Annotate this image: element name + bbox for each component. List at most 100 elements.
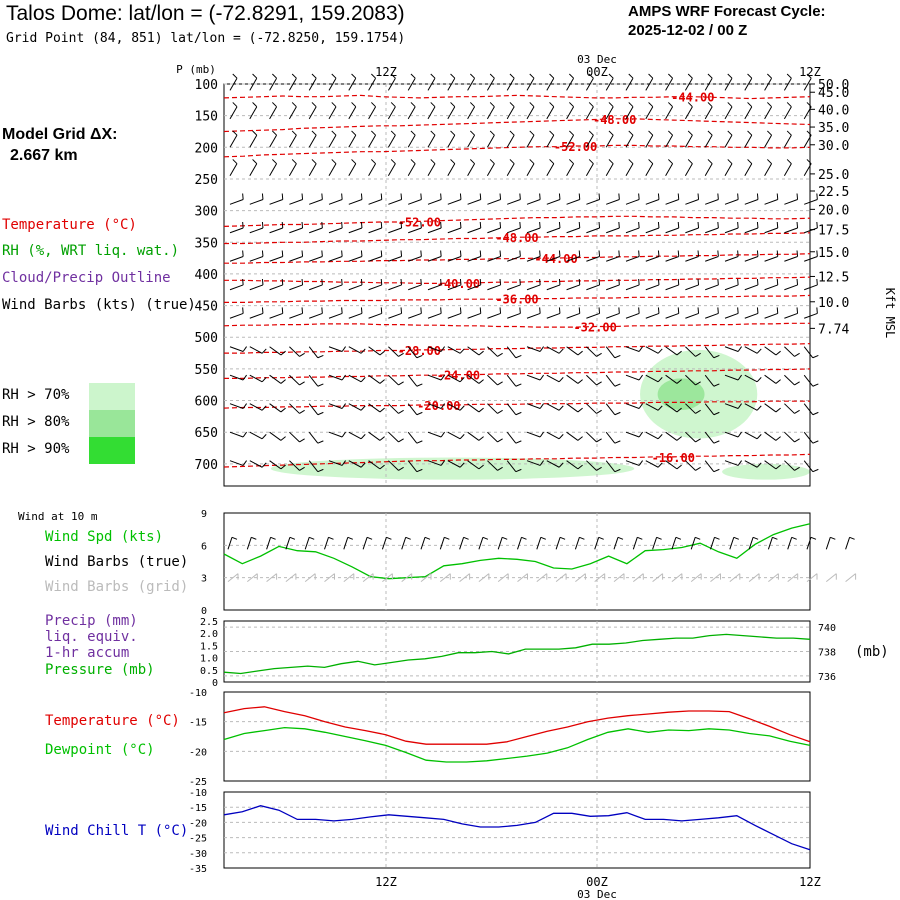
wind-barb-flag [459,221,462,229]
wind-barb-shaft [585,106,594,120]
wind-barb-shaft [269,460,282,470]
wind-barb-shaft [546,346,560,354]
wind-barb-shaft [724,227,739,234]
wind-barb-flag [529,159,535,165]
wind-barb-shaft [387,77,396,91]
wind-barb-flag [577,464,583,470]
wind-barb-shaft [368,346,381,356]
wind-barb-shaft [546,403,560,411]
wind-barb-flag [232,159,238,165]
wind-barb-flag [796,193,799,200]
wind-barb-flag [529,130,535,136]
wind-barb-flag [242,278,244,286]
wind-barb-shaft [447,134,456,148]
wind-barb-flag [379,379,385,384]
wind-barb-shaft [803,134,812,148]
pressure-tick-label: 200 [195,141,218,156]
wind-barb-shaft [684,163,693,177]
wind-barb-shaft [685,403,696,414]
wind-barb-shaft [803,77,812,91]
wind-barb-shaft [526,134,535,148]
wind-barb-flag [614,468,621,473]
wind-barb-shaft [408,284,422,291]
wind-barb-flag [380,250,383,257]
wind-barb-shaft [467,256,481,262]
wind-barb-flag [440,403,446,409]
wind-barb-flag [440,221,442,229]
sfc-barb-flag [231,536,238,540]
wind-barb-flag [360,307,363,314]
grid-barb [304,573,316,583]
wind-barb-flag [549,73,555,79]
grid-barb [690,573,702,583]
wind-barb-flag [737,278,739,286]
rh70-swatch [89,383,135,410]
wind-barb-shaft [229,256,244,262]
wind-barb-shaft [784,374,795,386]
wind-barb-flag [737,403,743,409]
wind-barb-flag [459,377,465,383]
windchill-line [223,805,811,851]
dewpoint-line [223,726,811,763]
wind-barb-flag [608,102,614,108]
wind-barb-shaft [289,284,303,291]
wind-barb-flag [430,102,436,108]
wind-barb-flag [577,407,583,413]
wind-barb-flag [440,374,446,381]
wind-barb-flag [272,73,277,79]
sfc-barb-flag [579,536,585,540]
wind-barb-flag [416,411,423,416]
wind-barb-flag [816,307,818,314]
wind-barb-flag [479,278,482,286]
wind-barb-flag [242,346,248,352]
wind-barb-flag [380,278,383,286]
grid-barb [439,573,451,583]
pressure-axis-label: P (mb) [176,63,216,76]
wind-barb-shaft [487,403,498,414]
grid-barb [768,573,779,583]
sfc-barb-flag [830,536,836,540]
wind-barb-shaft [387,134,396,148]
wind-barb-shaft [586,312,600,319]
wind-barb-shaft [289,431,300,443]
wind-barb-shaft [665,134,674,148]
wind-barb-shaft [269,163,278,177]
wind-barb-flag [410,159,416,165]
sfc-barb [343,537,349,550]
legend-dewpoint: Dewpoint (°C) [45,742,155,758]
wind-barb-shaft [606,199,620,205]
wind-barb-flag [398,438,404,443]
wind-barb-flag [390,130,396,136]
wind-barb-flag [470,73,475,79]
wind-barb-flag [676,436,682,441]
pressure-tick-label: 500 [195,331,218,346]
wind-barb-flag [380,221,383,229]
wind-barb-shaft [645,460,659,468]
wind-barb-flag [371,159,376,165]
wind-barb-flag [299,352,305,357]
wind-barb-shaft [546,227,561,234]
wind-barb-shaft [586,431,597,443]
wind-barb-shaft [407,106,416,120]
grid-barb [517,573,528,583]
wind-barb-shaft [308,77,317,91]
wind-barb-shaft [447,227,462,234]
wind-barb-flag [499,307,502,314]
wind-barb-flag [737,193,739,200]
wind-barb-flag [812,354,819,359]
rh80-swatch [89,410,135,437]
wind-barb-flag [775,350,781,356]
wind-barb-flag [775,407,781,413]
wind-barb-flag [648,102,654,108]
wind-barb-shaft [506,431,517,444]
pressure-tick-label: 150 [195,110,218,125]
wind-barb-flag [756,462,762,468]
grid-barb [401,573,413,583]
wind-barb-flag [776,221,779,229]
wind-barb-shaft [764,460,777,470]
wind-barb-flag [509,102,515,108]
wind-barb-shaft [249,227,264,234]
precip-tick-label: 1.0 [200,654,218,665]
wind-barb-flag [280,379,286,384]
wind-barb-shaft [328,199,343,205]
